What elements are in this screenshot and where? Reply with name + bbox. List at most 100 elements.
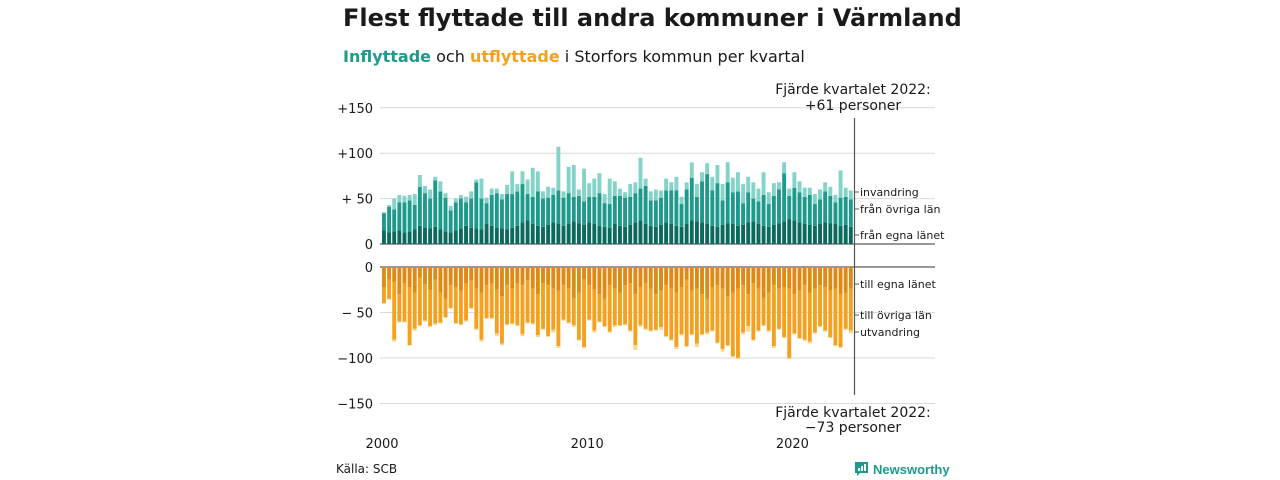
inflow-immigration-bar [607, 178, 612, 205]
inflow-immigration-bar [510, 171, 515, 195]
inflow-own-county-bar [741, 224, 746, 244]
outflow-other-counties-bar [551, 288, 556, 330]
inflow-own-county-bar [648, 225, 653, 244]
inflow-own-county-bar [566, 224, 571, 244]
inflow-immigration-bar [566, 166, 571, 194]
outflow-emigration-bar [792, 333, 797, 335]
outflow-other-counties-bar [443, 298, 448, 318]
outflow-emigration-bar [679, 334, 684, 336]
x-tick-label: 2020 [776, 437, 809, 452]
outflow-emigration-bar [705, 332, 710, 335]
outflow-emigration-bar [546, 336, 551, 338]
inflow-own-county-bar [807, 224, 812, 244]
inflow-other-counties-bar [715, 183, 720, 227]
outflow-other-counties-bar [664, 285, 669, 337]
inflow-other-counties-bar [602, 203, 607, 227]
inflow-own-county-bar [561, 225, 566, 244]
outflow-own-county-bar [433, 267, 438, 280]
inflow-immigration-bar [587, 183, 592, 197]
outflow-own-county-bar [530, 267, 535, 289]
inflow-other-counties-bar [566, 193, 571, 225]
outflow-own-county-bar [689, 267, 694, 291]
outflow-other-counties-bar [566, 288, 571, 323]
inflow-other-counties-bar [438, 191, 443, 230]
inflow-own-county-bar [787, 219, 792, 244]
outflow-other-counties-bar [423, 284, 427, 321]
outflow-other-counties-bar [541, 283, 545, 329]
inflow-other-counties-bar [623, 197, 628, 227]
outflow-own-county-bar [664, 267, 669, 286]
outflow-other-counties-bar [843, 292, 848, 329]
inflow-immigration-bar [433, 176, 438, 181]
outflow-other-counties-bar [628, 283, 633, 331]
y-tick-label: + 50 [341, 193, 373, 208]
outflow-other-counties-bar [633, 294, 638, 346]
outflow-emigration-bar [664, 336, 669, 338]
inflow-own-county-bar [546, 224, 551, 244]
outflow-other-counties-bar [669, 288, 674, 340]
inflow-own-county-bar [520, 222, 525, 244]
outflow-other-counties-bar [679, 287, 684, 335]
outflow-emigration-bar [438, 322, 443, 324]
inflow-other-counties-bar [423, 193, 427, 228]
outflow-emigration-bar [843, 328, 848, 330]
inflow-own-county-bar [823, 222, 828, 244]
series-label-outflow: till egna länet [860, 278, 936, 291]
inflow-other-counties-bar [469, 198, 474, 228]
inflow-other-counties-bar [741, 203, 746, 225]
inflow-other-counties-bar [535, 191, 540, 226]
outflow-own-county-bar [494, 267, 499, 290]
outflow-other-counties-bar [623, 285, 628, 325]
inflow-immigration-bar [530, 167, 535, 197]
inflow-other-counties-bar [802, 196, 807, 225]
inflow-own-county-bar [715, 226, 720, 244]
inflow-immigration-bar [715, 165, 720, 184]
y-axis-ticks: +150 +100 + 50 0 0 − 50 −100 −150 [337, 102, 373, 413]
outflow-own-county-bar [464, 267, 468, 284]
outflow-emigration-bar [807, 341, 812, 344]
outflow-own-county-bar [669, 267, 674, 289]
outflow-emigration-bar [489, 317, 494, 319]
outflow-own-county-bar [843, 267, 848, 293]
outflow-other-counties-bar [848, 288, 853, 331]
outflow-emigration-bar [417, 325, 422, 327]
inflow-other-counties-bar [428, 198, 433, 229]
outflow-own-county-bar [710, 267, 715, 288]
outflow-own-county-bar [612, 267, 617, 289]
inflow-immigration-bar [592, 178, 597, 197]
outflow-own-county-bar [474, 267, 479, 289]
outflow-other-counties-bar [653, 294, 658, 330]
outflow-own-county-bar [812, 267, 817, 289]
series-label-inflow: från övriga län [860, 203, 940, 216]
outflow-emigration-bar [828, 337, 833, 338]
outflow-own-county-bar [546, 267, 551, 286]
outflow-emigration-bar [602, 326, 607, 328]
outflow-own-county-bar [838, 267, 843, 295]
inflow-own-county-bar [705, 224, 710, 244]
inflow-other-counties-bar [669, 190, 674, 225]
inflow-immigration-bar [648, 191, 653, 201]
inflow-other-counties-bar [489, 194, 494, 226]
outflow-other-counties-bar [792, 294, 797, 334]
inflow-other-counties-bar [474, 182, 479, 229]
outflow-emigration-bar [551, 329, 556, 333]
inflow-immigration-bar [412, 194, 417, 205]
outflow-emigration-bar [736, 358, 740, 359]
inflow-immigration-bar [823, 182, 828, 192]
outflow-other-counties-bar [576, 292, 581, 340]
outflow-own-county-bar [705, 267, 710, 299]
outflow-other-counties-bar [535, 294, 540, 336]
outflow-own-county-bar [438, 267, 443, 293]
inflow-other-counties-bar [387, 206, 392, 233]
outflow-other-counties-bar [500, 296, 504, 344]
outflow-own-county-bar [417, 267, 422, 278]
chart-subtitle: Inflyttade och utflyttade i Storfors kom… [343, 47, 805, 66]
brand-name: Newsworthy [873, 461, 950, 477]
inflow-other-counties-bar [561, 197, 566, 226]
outflow-other-counties-bar [469, 280, 474, 308]
outflow-other-counties-bar [433, 279, 438, 324]
outflow-own-county-bar [623, 267, 628, 286]
inflow-immigration-bar [556, 146, 561, 191]
outflow-own-county-bar [412, 267, 417, 293]
outflow-other-counties-bar [766, 292, 771, 331]
